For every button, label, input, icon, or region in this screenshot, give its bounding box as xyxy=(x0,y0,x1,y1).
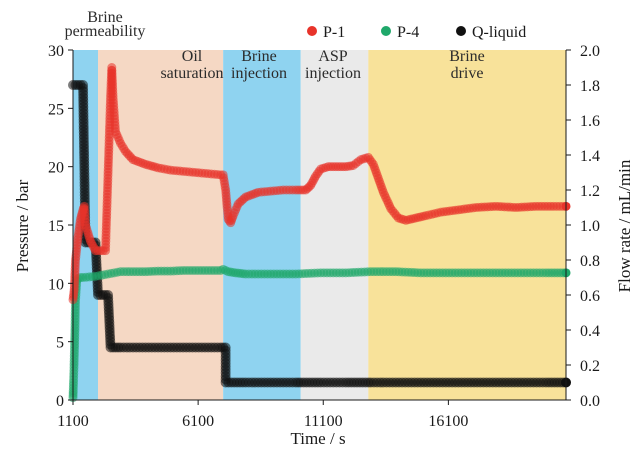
x-axis-title: Time / s xyxy=(290,429,345,448)
phase-label-brine-injection: Brine injection xyxy=(231,48,287,82)
y-right-tick-label: 0.0 xyxy=(580,393,600,410)
series-p-1 xyxy=(68,63,571,305)
x-tick-label: 16100 xyxy=(428,413,468,430)
legend-marker-p4 xyxy=(381,26,391,36)
legend-label-p4: P-4 xyxy=(397,24,419,41)
phase-label-oil-saturation: Oil saturation xyxy=(160,48,223,82)
phase-label-brine-drive: Brine drive xyxy=(449,48,485,82)
series-layer xyxy=(68,63,571,403)
legend-marker-p1 xyxy=(307,26,317,36)
y-left-tick-label: 5 xyxy=(56,335,64,352)
ticks: 1100 6100 11100 16100 0 5 10 15 20 25 30 0.0 0.2 0.4 0… xyxy=(48,43,600,430)
phase-label-brine-permeability: Brine permeability xyxy=(65,9,146,40)
y-left-tick-label: 25 xyxy=(48,101,64,118)
phase-band-asp-injection xyxy=(300,50,369,400)
phase-band-oil-saturation xyxy=(98,50,224,400)
y-right-tick-label: 1.4 xyxy=(580,148,600,165)
y-right-tick-label: 0.6 xyxy=(580,288,600,305)
y-right-axis-title: Flow rate / mL/min xyxy=(615,159,634,292)
series-q-liquid xyxy=(68,80,571,388)
legend-marker-q-liquid xyxy=(456,26,466,36)
x-tick-label: 1100 xyxy=(57,413,88,430)
phase-bands xyxy=(73,50,566,400)
y-right-tick-label: 0.8 xyxy=(580,253,600,270)
y-right-tick-label: 1.8 xyxy=(580,78,600,95)
legend: P-1 P-4 Q-liquid xyxy=(307,24,526,41)
legend-label-q-liquid: Q-liquid xyxy=(472,24,526,41)
y-right-tick-label: 2.0 xyxy=(580,43,600,60)
x-tick-label: 11100 xyxy=(304,413,343,430)
y-right-tick-label: 0.4 xyxy=(580,323,600,340)
y-left-tick-label: 10 xyxy=(48,276,64,293)
y-left-tick-label: 20 xyxy=(48,160,64,177)
phase-label-asp-injection: ASP injection xyxy=(305,48,361,82)
y-right-tick-label: 0.2 xyxy=(580,358,600,375)
y-right-tick-label: 1.6 xyxy=(580,113,600,130)
phase-band-brine-drive xyxy=(368,50,566,400)
phase-band-brine-injection xyxy=(223,50,301,400)
y-right-tick-label: 1.0 xyxy=(580,218,600,235)
x-tick-label: 6100 xyxy=(182,413,214,430)
y-left-axis-title: Pressure / bar xyxy=(13,179,32,272)
y-left-tick-label: 0 xyxy=(56,393,64,410)
y-left-tick-label: 15 xyxy=(48,218,64,235)
y-right-tick-label: 1.2 xyxy=(580,183,600,200)
y-left-tick-label: 30 xyxy=(48,43,64,60)
legend-label-p1: P-1 xyxy=(323,24,345,41)
